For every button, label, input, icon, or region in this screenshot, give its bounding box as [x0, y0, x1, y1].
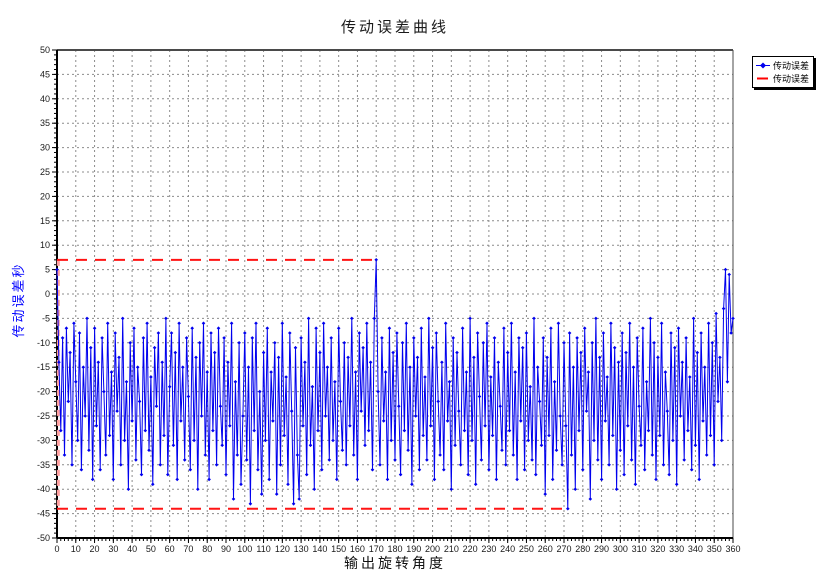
- svg-text:150: 150: [331, 544, 346, 554]
- svg-text:-50: -50: [37, 533, 50, 543]
- dash-marker-icon: [757, 77, 768, 80]
- svg-text:270: 270: [556, 544, 571, 554]
- svg-text:110: 110: [256, 544, 270, 554]
- svg-text:-45: -45: [37, 509, 50, 519]
- svg-text:330: 330: [669, 544, 684, 554]
- svg-text:360: 360: [725, 544, 740, 554]
- svg-text:10: 10: [40, 240, 50, 250]
- svg-text:-5: -5: [42, 313, 50, 323]
- x-axis-label: 输出旋转角度: [344, 555, 446, 571]
- svg-text:30: 30: [40, 143, 50, 153]
- svg-text:160: 160: [350, 544, 365, 554]
- svg-text:60: 60: [165, 544, 175, 554]
- svg-text:260: 260: [538, 544, 553, 554]
- svg-text:80: 80: [202, 544, 212, 554]
- diamond-marker-icon: [756, 62, 770, 69]
- svg-text:40: 40: [40, 94, 50, 104]
- svg-text:310: 310: [632, 544, 647, 554]
- svg-text:240: 240: [500, 544, 515, 554]
- svg-text:320: 320: [650, 544, 665, 554]
- svg-text:350: 350: [707, 544, 722, 554]
- legend-label: 传动误差: [773, 74, 810, 84]
- svg-text:230: 230: [481, 544, 496, 554]
- svg-text:140: 140: [312, 544, 327, 554]
- legend-item-limit[interactable]: 传动误差: [756, 72, 809, 85]
- svg-text:50: 50: [146, 544, 156, 554]
- svg-text:300: 300: [613, 544, 628, 554]
- svg-text:0: 0: [45, 289, 50, 299]
- svg-text:290: 290: [594, 544, 609, 554]
- y-axis-label: 传动误差秒: [11, 262, 26, 338]
- svg-text:220: 220: [463, 544, 478, 554]
- legend: 传动误差 传动误差: [752, 56, 815, 88]
- svg-text:25: 25: [40, 167, 50, 177]
- svg-text:280: 280: [575, 544, 590, 554]
- svg-text:-10: -10: [37, 338, 50, 348]
- svg-text:90: 90: [221, 544, 231, 554]
- svg-text:30: 30: [108, 544, 118, 554]
- svg-text:20: 20: [40, 191, 50, 201]
- svg-text:5: 5: [45, 265, 50, 275]
- svg-text:200: 200: [425, 544, 440, 554]
- svg-text:-40: -40: [37, 484, 50, 494]
- svg-text:250: 250: [519, 544, 534, 554]
- svg-text:-20: -20: [37, 387, 50, 397]
- svg-text:10: 10: [71, 544, 81, 554]
- svg-text:20: 20: [90, 544, 100, 554]
- svg-text:0: 0: [54, 544, 59, 554]
- svg-text:340: 340: [688, 544, 703, 554]
- svg-text:70: 70: [183, 544, 193, 554]
- svg-text:45: 45: [40, 69, 50, 79]
- legend-item-series[interactable]: 传动误差: [756, 59, 809, 72]
- svg-text:50: 50: [40, 45, 50, 55]
- svg-text:-35: -35: [37, 460, 50, 470]
- svg-text:-25: -25: [37, 411, 50, 421]
- svg-text:15: 15: [40, 216, 50, 226]
- svg-text:210: 210: [444, 544, 459, 554]
- svg-text:100: 100: [237, 544, 252, 554]
- svg-text:35: 35: [40, 118, 50, 128]
- svg-text:40: 40: [127, 544, 137, 554]
- svg-text:190: 190: [406, 544, 421, 554]
- svg-text:120: 120: [275, 544, 290, 554]
- svg-text:-30: -30: [37, 435, 50, 445]
- svg-text:-15: -15: [37, 362, 50, 372]
- svg-text:180: 180: [387, 544, 402, 554]
- svg-text:130: 130: [294, 544, 309, 554]
- legend-label: 传动误差: [773, 61, 810, 71]
- svg-text:170: 170: [369, 544, 384, 554]
- chart-title: 传动误差曲线: [340, 19, 449, 36]
